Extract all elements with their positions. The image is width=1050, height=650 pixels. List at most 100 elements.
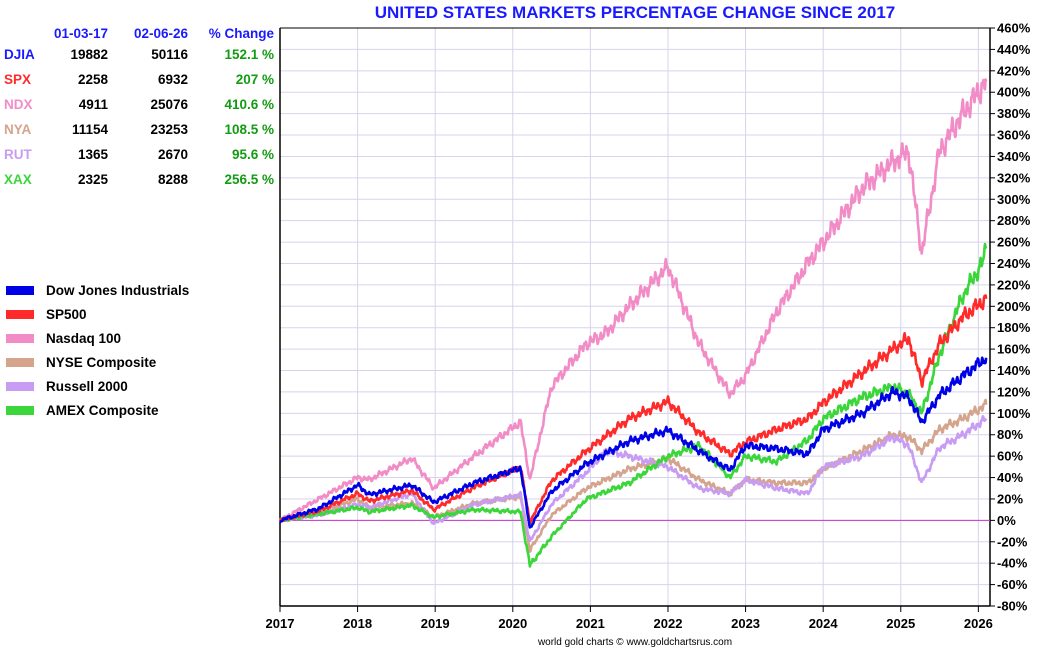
- y-tick-label: 280%: [997, 213, 1031, 228]
- x-tick-label: 2024: [809, 616, 839, 631]
- table-row: SPX 2258 6932 207 %: [4, 67, 274, 92]
- end-value-cell: 50116: [151, 47, 188, 62]
- legend-label: Russell 2000: [46, 378, 128, 394]
- y-tick-label: 340%: [997, 149, 1031, 164]
- legend-swatch: [6, 357, 34, 367]
- summary-body: DJIA 19882 50116 152.1 % SPX 2258 6932 207 % NDX…: [4, 42, 274, 192]
- start-value-cell: 19882: [70, 47, 108, 62]
- summary-header-row: 01-03-17 02-06-26 % Change: [4, 24, 274, 42]
- y-tick-label: 260%: [997, 235, 1031, 250]
- legend-label: NYSE Composite: [46, 354, 157, 370]
- series-line-nyse-composite: [278, 398, 988, 553]
- change-cell: 207 %: [235, 72, 274, 87]
- y-tick-label: -60%: [997, 577, 1028, 592]
- start-value-cell: 2258: [77, 72, 108, 87]
- legend-item: Dow Jones Industrials: [6, 278, 189, 302]
- change-cell: 256.5 %: [224, 172, 274, 187]
- y-tick-label: 300%: [997, 192, 1031, 207]
- legend-label: AMEX Composite: [46, 402, 159, 418]
- y-tick-label: 440%: [997, 42, 1031, 57]
- symbol-cell: SPX: [4, 72, 32, 87]
- y-tick-label: 360%: [997, 128, 1031, 143]
- end-value-cell: 8288: [157, 172, 188, 187]
- x-tick-label: 2020: [498, 616, 527, 631]
- start-value-cell: 1365: [77, 147, 108, 162]
- y-tick-label: 20%: [997, 491, 1023, 506]
- y-tick-label: 120%: [997, 384, 1031, 399]
- table-row: XAX 2325 8288 256.5 %: [4, 167, 274, 192]
- chart-credit: world gold charts © www.goldchartsrus.co…: [537, 637, 733, 648]
- x-tick-label: 2023: [731, 616, 760, 631]
- series-line-amex-composite: [279, 242, 988, 568]
- x-tick-label: 2017: [266, 616, 295, 631]
- summary-table: 01-03-17 02-06-26 % Change DJIA 19882 5011…: [4, 24, 274, 192]
- series-line-dow-jones-industrials: [279, 356, 988, 529]
- y-tick-label: 420%: [997, 63, 1031, 78]
- series-line-russell-2000: [278, 414, 988, 543]
- legend-item: AMEX Composite: [6, 398, 189, 422]
- end-value-cell: 2670: [157, 147, 188, 162]
- y-tick-label: 160%: [997, 342, 1031, 357]
- legend-label: Nasdaq 100: [46, 330, 122, 346]
- table-row: DJIA 19882 50116 152.1 %: [4, 42, 274, 67]
- x-tick-label: 2021: [576, 616, 605, 631]
- y-tick-label: 40%: [997, 470, 1023, 485]
- y-tick-label: 60%: [997, 449, 1023, 464]
- legend-swatch: [6, 333, 34, 343]
- x-tick-label: 2026: [964, 616, 993, 631]
- y-tick-label: 180%: [997, 320, 1031, 335]
- symbol-cell: NDX: [4, 97, 33, 112]
- end-value-cell: 6932: [157, 72, 188, 87]
- x-tick-label: 2019: [421, 616, 450, 631]
- y-tick-label: 80%: [997, 427, 1023, 442]
- y-tick-label: 240%: [997, 256, 1031, 271]
- legend-item: Nasdaq 100: [6, 326, 189, 350]
- y-tick-label: 200%: [997, 299, 1031, 314]
- header-start-date: 01-03-17: [53, 25, 108, 41]
- legend-swatch: [6, 309, 34, 319]
- y-tick-label: -20%: [997, 534, 1028, 549]
- y-tick-label: 220%: [997, 277, 1031, 292]
- end-value-cell: 25076: [150, 97, 188, 112]
- change-cell: 108.5 %: [224, 122, 274, 137]
- start-value-cell: 11154: [71, 122, 108, 137]
- symbol-cell: XAX: [4, 172, 32, 187]
- header-percent-change: % Change: [208, 25, 274, 41]
- symbol-cell: RUT: [4, 147, 32, 162]
- change-cell: 152.1 %: [224, 47, 274, 62]
- y-tick-label: 460%: [997, 21, 1031, 36]
- x-tick-label: 2025: [886, 616, 915, 631]
- y-tick-label: -40%: [997, 556, 1028, 571]
- table-row: RUT 1365 2670 95.6 %: [4, 142, 274, 167]
- change-cell: 95.6 %: [231, 147, 274, 162]
- y-tick-label: 0%: [997, 513, 1016, 528]
- y-tick-label: -80%: [997, 599, 1028, 614]
- series-line-sp500: [278, 294, 988, 525]
- x-tick-label: 2018: [343, 616, 372, 631]
- legend-swatch: [6, 381, 34, 391]
- table-row: NYA 11154 23253 108.5 %: [4, 117, 274, 142]
- symbol-cell: NYA: [4, 122, 32, 137]
- series-line-nasdaq-100: [279, 78, 988, 523]
- legend-item: Russell 2000: [6, 374, 189, 398]
- y-tick-label: 100%: [997, 406, 1031, 421]
- start-value-cell: 2325: [77, 172, 108, 187]
- y-tick-label: 140%: [997, 363, 1031, 378]
- legend-swatch: [6, 285, 34, 295]
- change-cell: 410.6 %: [224, 97, 274, 112]
- end-value-cell: 23253: [150, 122, 188, 137]
- legend-label: Dow Jones Industrials: [46, 282, 190, 298]
- chart-title: UNITED STATES MARKETS PERCENTAGE CHANGE …: [374, 3, 896, 22]
- symbol-cell: DJIA: [4, 47, 35, 62]
- start-value-cell: 4911: [78, 97, 108, 112]
- legend-swatch: [6, 405, 34, 415]
- y-tick-label: 320%: [997, 170, 1031, 185]
- header-end-date: 02-06-26: [133, 25, 188, 41]
- x-tick-label: 2022: [654, 616, 683, 631]
- y-tick-label: 400%: [997, 85, 1031, 100]
- legend-label: SP500: [46, 306, 87, 322]
- legend-item: NYSE Composite: [6, 350, 189, 374]
- y-tick-label: 380%: [997, 106, 1031, 121]
- legend: Dow Jones Industrials SP500 Nasdaq 100 NYSE…: [6, 278, 189, 422]
